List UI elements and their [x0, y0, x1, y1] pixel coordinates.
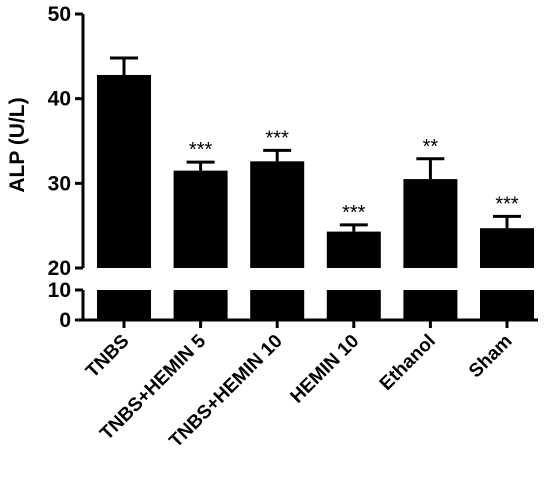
- significance-label: **: [423, 136, 439, 158]
- significance-label: ***: [189, 139, 213, 161]
- x-tick-label: Sham: [465, 331, 516, 382]
- x-tick-label: Ethanol: [376, 331, 440, 395]
- y-tick-label: 10: [48, 279, 71, 302]
- bar: [403, 179, 458, 268]
- significance-label: ***: [266, 127, 290, 149]
- bar: [326, 231, 381, 268]
- x-tick-label: TNBS: [82, 331, 133, 382]
- significance-label: ***: [342, 202, 366, 224]
- y-axis-title: ALP (U/L): [6, 97, 29, 192]
- significance-label: ***: [495, 193, 519, 215]
- y-tick-label: 0: [59, 309, 71, 332]
- y-tick-label: 20: [48, 257, 71, 280]
- y-tick-label: 40: [48, 88, 71, 111]
- bar: [97, 74, 151, 269]
- bar: [480, 228, 534, 268]
- y-axis: 20 30 40 50 0 10: [48, 3, 85, 332]
- bar-lower-segment: [173, 290, 228, 320]
- y-tick-label: 30: [48, 172, 71, 195]
- bars: [97, 74, 534, 320]
- significance-markers: **************: [189, 127, 519, 224]
- bar-lower-segment: [480, 290, 534, 320]
- y-tick-label: 50: [48, 3, 71, 26]
- bar-lower-segment: [326, 290, 381, 320]
- error-bars: [110, 56, 521, 232]
- bar-lower-segment: [250, 290, 305, 320]
- bar: [173, 170, 228, 268]
- bar-lower-segment: [403, 290, 458, 320]
- bar: [250, 161, 305, 268]
- x-tick-label: HEMIN 10: [287, 331, 364, 408]
- bar-lower-segment: [97, 290, 151, 320]
